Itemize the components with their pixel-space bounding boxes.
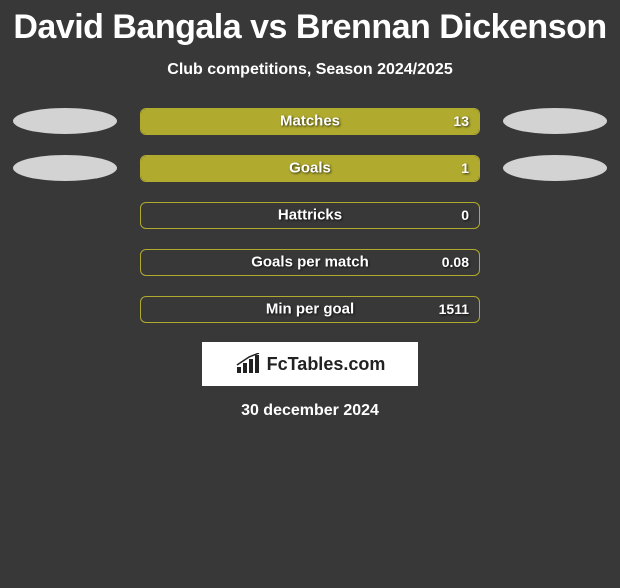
stat-row: Goals per match 0.08: [0, 248, 620, 276]
subtitle: Club competitions, Season 2024/2025: [0, 61, 620, 79]
stats-rows: Matches 13 Goals 1 Hattricks 0 Goals per match…: [0, 107, 620, 323]
stat-label: Hattricks: [278, 207, 342, 224]
right-ellipse-slot: [500, 154, 610, 182]
fctables-logo: FcTables.com: [202, 342, 418, 386]
left-ellipse-slot: [10, 295, 120, 323]
date-text: 30 december 2024: [0, 402, 620, 420]
stat-row: Hattricks 0: [0, 201, 620, 229]
chart-icon: [235, 353, 261, 375]
stat-row: Matches 13: [0, 107, 620, 135]
left-ellipse: [13, 155, 117, 181]
right-ellipse-slot: [500, 248, 610, 276]
stat-bar: Min per goal 1511: [140, 296, 480, 323]
left-ellipse: [13, 108, 117, 134]
stat-bar: Hattricks 0: [140, 202, 480, 229]
stat-label: Min per goal: [266, 301, 354, 318]
left-ellipse-slot: [10, 107, 120, 135]
stat-row: Min per goal 1511: [0, 295, 620, 323]
stat-bar: Goals 1: [140, 155, 480, 182]
right-ellipse-slot: [500, 201, 610, 229]
stat-label: Matches: [280, 113, 340, 130]
stat-label: Goals: [289, 160, 331, 177]
right-ellipse: [503, 108, 607, 134]
page-title: David Bangala vs Brennan Dickenson: [0, 8, 620, 47]
right-ellipse-slot: [500, 295, 610, 323]
right-ellipse: [503, 155, 607, 181]
stat-label: Goals per match: [251, 254, 369, 271]
stat-bar: Matches 13: [140, 108, 480, 135]
left-ellipse-slot: [10, 201, 120, 229]
stat-row: Goals 1: [0, 154, 620, 182]
stat-bar: Goals per match 0.08: [140, 249, 480, 276]
stat-right-value: 13: [453, 113, 469, 129]
stat-right-value: 1: [461, 160, 469, 176]
stat-right-value: 1511: [439, 301, 469, 317]
left-ellipse-slot: [10, 154, 120, 182]
logo-text: FcTables.com: [267, 354, 386, 375]
left-ellipse-slot: [10, 248, 120, 276]
stat-right-value: 0: [461, 207, 469, 223]
stat-right-value: 0.08: [442, 254, 469, 270]
right-ellipse-slot: [500, 107, 610, 135]
